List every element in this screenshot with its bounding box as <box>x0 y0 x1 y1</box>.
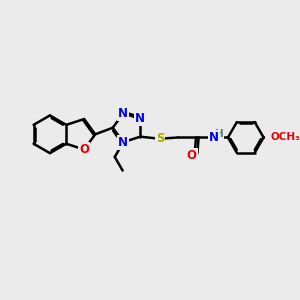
Text: O: O <box>79 143 89 156</box>
Text: OCH₃: OCH₃ <box>271 133 300 142</box>
Text: O: O <box>187 149 196 162</box>
Text: S: S <box>156 132 164 145</box>
Text: N: N <box>209 131 219 144</box>
Text: H: H <box>215 129 224 139</box>
Text: N: N <box>118 107 128 120</box>
Text: N: N <box>135 112 145 125</box>
Text: N: N <box>118 136 128 149</box>
